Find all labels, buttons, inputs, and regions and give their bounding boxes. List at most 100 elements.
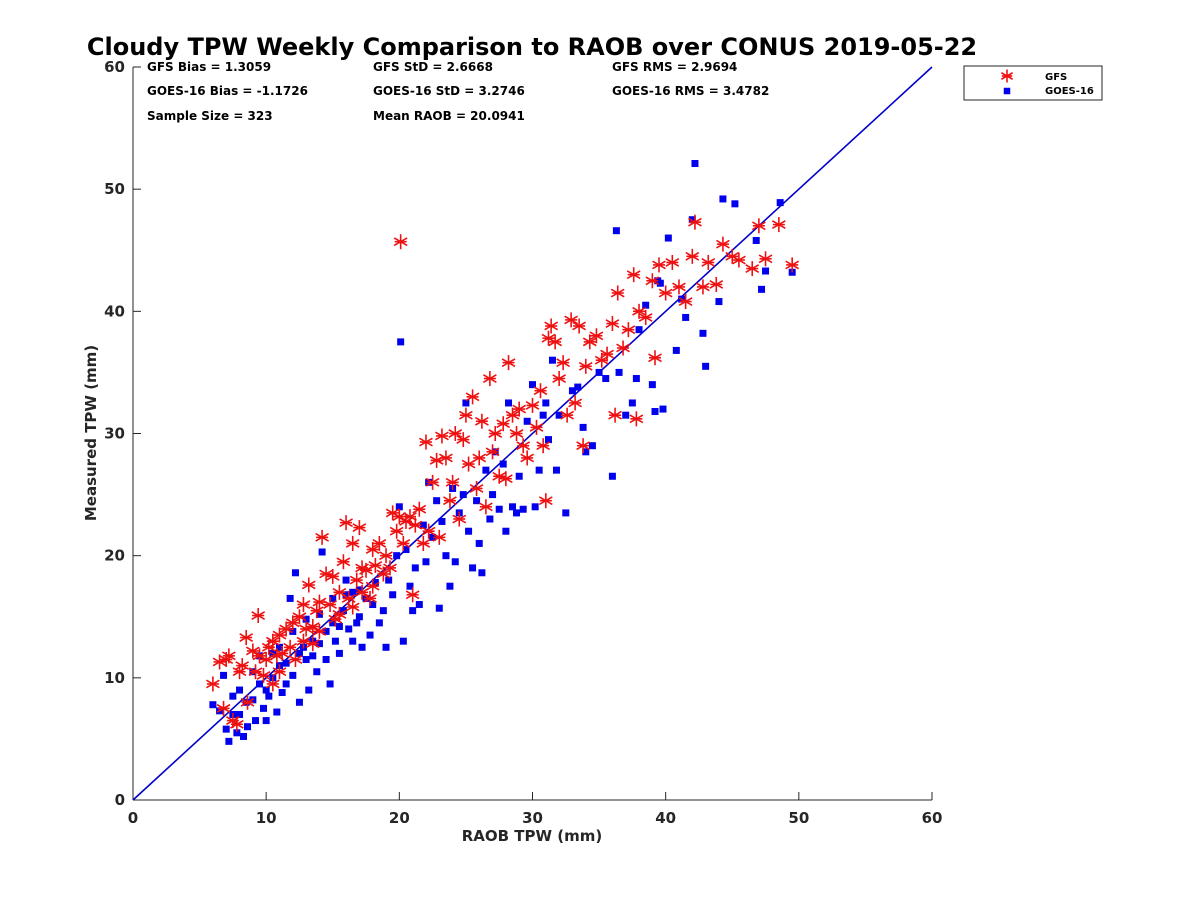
data-point-gfs xyxy=(396,535,411,551)
stat-sample-size: Sample Size = 323 xyxy=(147,109,273,123)
data-point-goes-16 xyxy=(225,737,233,745)
y-tick-label: 60 xyxy=(104,58,125,76)
data-point-gfs xyxy=(732,252,746,268)
data-point-goes-16 xyxy=(289,627,297,635)
data-point-gfs xyxy=(621,322,636,338)
data-point-gfs xyxy=(594,352,609,368)
data-point-goes-16 xyxy=(776,199,784,207)
data-point-goes-16 xyxy=(369,601,377,609)
data-point-gfs xyxy=(245,643,260,659)
data-point-gfs xyxy=(461,456,476,472)
data-point-gfs xyxy=(538,493,553,509)
data-point-goes-16 xyxy=(409,607,417,615)
x-tick-label: 20 xyxy=(389,809,410,827)
data-point-goes-16 xyxy=(699,329,707,337)
data-point-goes-16 xyxy=(656,279,664,287)
data-point-goes-16 xyxy=(353,619,361,627)
legend-box xyxy=(963,65,1103,101)
data-point-gfs xyxy=(240,694,255,710)
data-point-goes-16 xyxy=(309,652,317,660)
data-point-gfs xyxy=(319,566,333,582)
data-point-goes-16 xyxy=(302,615,310,623)
data-point-gfs xyxy=(548,334,563,350)
data-point-gfs xyxy=(339,515,353,531)
data-point-goes-16 xyxy=(664,234,672,242)
stats-panel: GFS Bias = 1.3059 GFS StD = 2.6668 GFS RMS… xyxy=(147,60,769,123)
x-tick-label: 40 xyxy=(655,809,676,827)
data-point-gfs xyxy=(544,318,559,334)
data-point-goes-16 xyxy=(278,688,286,696)
data-point-goes-16 xyxy=(478,569,486,577)
data-point-goes-16 xyxy=(256,680,264,688)
data-point-gfs xyxy=(325,568,340,584)
legend-marker-goes-16 xyxy=(1003,87,1011,95)
data-point-gfs xyxy=(265,676,280,692)
data-point-goes-16 xyxy=(262,717,270,725)
data-point-gfs xyxy=(758,251,773,267)
data-point-gfs xyxy=(645,273,660,289)
data-point-goes-16 xyxy=(379,607,387,615)
series-goes-16 xyxy=(209,160,796,745)
x-tick-label: 30 xyxy=(522,809,543,827)
data-point-goes-16 xyxy=(222,725,230,733)
data-point-gfs xyxy=(478,499,493,515)
data-point-gfs xyxy=(365,578,380,594)
data-point-goes-16 xyxy=(335,649,343,657)
data-point-goes-16 xyxy=(318,548,326,556)
data-point-gfs xyxy=(652,257,666,273)
data-point-goes-16 xyxy=(582,448,590,456)
data-point-gfs xyxy=(292,609,307,625)
data-point-gfs xyxy=(626,267,641,283)
data-point-goes-16 xyxy=(495,505,503,513)
data-point-goes-16 xyxy=(209,701,217,709)
data-point-gfs xyxy=(355,560,369,576)
stat-goes-rms: GOES-16 RMS = 3.4782 xyxy=(612,84,769,98)
data-point-gfs xyxy=(301,577,316,593)
data-point-goes-16 xyxy=(305,686,313,694)
x-axis-label: RAOB TPW (mm) xyxy=(462,827,603,845)
data-point-goes-16 xyxy=(393,552,401,560)
data-point-gfs xyxy=(206,676,220,692)
data-point-gfs xyxy=(392,509,407,525)
data-point-gfs xyxy=(283,639,298,655)
data-point-goes-16 xyxy=(539,411,547,419)
data-point-goes-16 xyxy=(442,552,450,560)
data-point-goes-16 xyxy=(509,503,517,511)
data-point-goes-16 xyxy=(486,515,494,523)
data-point-goes-16 xyxy=(702,362,710,370)
data-point-goes-16 xyxy=(399,637,407,645)
data-point-gfs xyxy=(552,371,567,387)
data-point-gfs xyxy=(525,397,540,413)
data-point-goes-16 xyxy=(220,671,228,679)
data-point-gfs xyxy=(616,340,630,356)
data-point-goes-16 xyxy=(659,405,667,413)
data-point-gfs xyxy=(696,279,710,295)
data-point-goes-16 xyxy=(595,368,603,376)
data-point-gfs xyxy=(501,355,516,371)
data-point-goes-16 xyxy=(411,564,419,572)
data-point-gfs xyxy=(516,438,531,454)
data-point-gfs xyxy=(505,407,520,423)
y-tick-label: 50 xyxy=(104,180,125,198)
data-point-goes-16 xyxy=(291,569,299,577)
legend-label-gfs: GFS xyxy=(1045,72,1067,83)
data-point-goes-16 xyxy=(252,717,260,725)
data-point-goes-16 xyxy=(302,656,310,664)
data-point-goes-16 xyxy=(672,346,680,354)
data-point-gfs xyxy=(572,318,587,334)
data-point-gfs xyxy=(408,517,423,533)
data-point-goes-16 xyxy=(382,643,390,651)
data-point-gfs xyxy=(445,474,460,490)
data-point-goes-16 xyxy=(406,582,414,590)
data-point-goes-16 xyxy=(355,613,363,621)
data-point-goes-16 xyxy=(273,708,281,716)
data-point-gfs xyxy=(251,608,266,624)
data-point-gfs xyxy=(529,419,544,435)
series-gfs xyxy=(206,214,800,732)
data-point-gfs xyxy=(608,407,622,423)
data-point-goes-16 xyxy=(513,509,521,517)
data-point-gfs xyxy=(496,416,511,432)
data-point-goes-16 xyxy=(395,503,403,511)
data-point-gfs xyxy=(568,395,583,411)
data-point-gfs xyxy=(688,214,702,230)
